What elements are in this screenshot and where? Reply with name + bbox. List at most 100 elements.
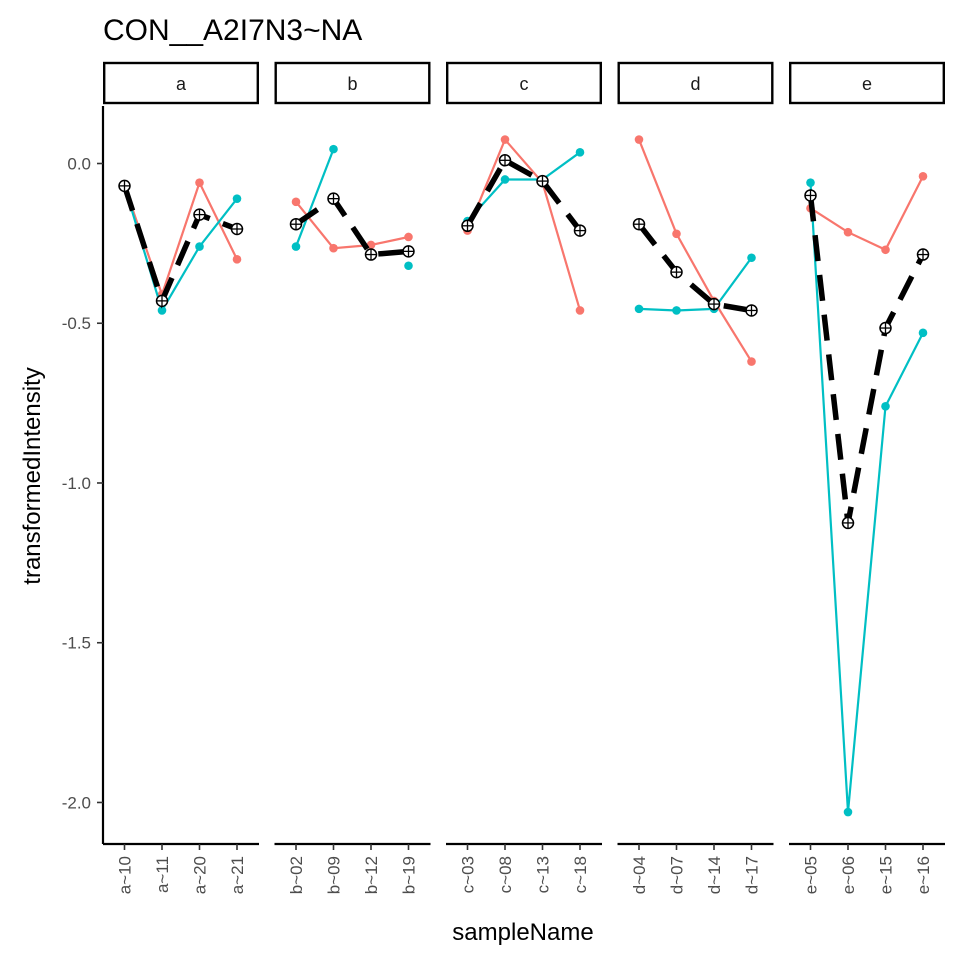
y-tick-label: -2.0 xyxy=(62,793,91,812)
mean-point xyxy=(364,248,378,261)
facet-strip xyxy=(789,61,946,105)
x-tick-label: e~06 xyxy=(839,856,858,894)
series-red-line xyxy=(295,201,409,250)
x-tick-label: e~15 xyxy=(877,856,896,894)
series-red-point xyxy=(843,227,853,237)
series-red-point xyxy=(232,255,242,264)
facet-strip-label: c xyxy=(520,74,529,94)
mean-point xyxy=(118,179,131,193)
y-axis-title: transformedIntensity xyxy=(19,367,46,584)
facet-panel-e: e e~05 e~06 e~15 e~16 xyxy=(789,61,946,894)
series-red-line xyxy=(466,137,582,311)
series-teal-point xyxy=(672,306,681,315)
mean-point xyxy=(707,297,721,311)
series-teal-line xyxy=(123,185,238,314)
facet-panel-c: c c~03 c~08 c~13 c~18 xyxy=(446,61,603,893)
y-axis: 0.0 -0.5 -1.0 -1.5 -2.0 xyxy=(62,106,105,844)
series-teal-point xyxy=(232,194,242,203)
mean-line xyxy=(636,222,752,314)
y-tick-label: -1.0 xyxy=(62,474,91,493)
x-tick-label: a~21 xyxy=(228,856,247,894)
x-tick-label: c~18 xyxy=(571,856,590,893)
series-teal-point xyxy=(404,261,413,271)
mean-point xyxy=(327,192,340,205)
mean-point xyxy=(536,174,549,188)
series-teal-line xyxy=(466,151,581,222)
x-tick-label: a~11 xyxy=(153,856,172,893)
chart-title: CON__A2I7N3~NA xyxy=(103,14,362,47)
y-tick-label: 0.0 xyxy=(67,155,91,174)
mean-point xyxy=(230,222,244,236)
series-teal-point xyxy=(195,242,204,251)
facet-strip-label: e xyxy=(862,74,872,94)
series-red-point xyxy=(918,171,928,181)
series-red-point xyxy=(195,178,204,187)
mean-point xyxy=(632,217,646,231)
series-red-line xyxy=(809,175,924,252)
series-teal-point xyxy=(843,807,853,817)
series-teal-point xyxy=(634,304,644,314)
series-teal-line xyxy=(809,182,924,813)
y-tick-label: -1.5 xyxy=(62,634,91,653)
series-teal-point xyxy=(918,328,928,338)
series-teal-line xyxy=(638,257,753,312)
x-tick-label: e~05 xyxy=(802,856,821,894)
x-tick-label: d~07 xyxy=(668,856,687,894)
x-tick-label: d~14 xyxy=(705,856,724,894)
series-teal-point xyxy=(329,144,338,154)
mean-line xyxy=(294,194,409,258)
x-axis-title: sampleName xyxy=(452,919,593,946)
facet-strip xyxy=(274,61,431,105)
facet-strip xyxy=(102,61,260,105)
mean-line xyxy=(465,156,583,233)
mean-point xyxy=(879,321,892,335)
facet-strip xyxy=(446,61,603,105)
mean-point xyxy=(498,154,512,167)
mean-line xyxy=(121,185,238,309)
series-teal-point xyxy=(881,402,890,411)
series-teal-point xyxy=(291,242,301,251)
facet-panel-b: b b~02 b~09 b~12 b~19 xyxy=(274,61,431,894)
x-tick-label: b~19 xyxy=(400,856,419,894)
series-teal-point xyxy=(747,253,756,263)
x-tick-label: c~13 xyxy=(534,856,553,893)
facet-panel-a: a a~10 a~11 a~20 a~21 xyxy=(102,61,260,894)
y-tick-label: -0.5 xyxy=(62,314,91,333)
mean-point xyxy=(841,516,855,530)
mean-point xyxy=(745,304,758,317)
mean-line xyxy=(807,195,926,524)
mean-point xyxy=(916,248,930,261)
series-teal-point xyxy=(157,306,167,315)
x-tick-label: b~09 xyxy=(325,856,344,894)
series-teal-point xyxy=(806,178,815,187)
series-red-point xyxy=(881,245,890,255)
mean-point xyxy=(461,219,474,233)
series-red-point xyxy=(634,135,644,144)
series-red-point xyxy=(747,357,756,366)
series-teal-point xyxy=(500,175,510,184)
x-tick-label: e~16 xyxy=(914,856,933,894)
x-tick-label: b~12 xyxy=(362,856,381,894)
series-teal-point xyxy=(575,148,585,157)
mean-point xyxy=(155,294,169,308)
facet-strip-label: d xyxy=(690,74,700,94)
x-tick-label: d~04 xyxy=(630,856,649,894)
mean-point xyxy=(804,189,817,202)
series-red-point xyxy=(500,135,510,144)
series-teal-line xyxy=(294,148,335,247)
x-tick-label: c~03 xyxy=(459,856,478,893)
series-red-point xyxy=(672,229,681,239)
mean-point xyxy=(193,208,206,221)
facet-strip-label: a xyxy=(176,74,187,94)
series-red-line xyxy=(637,139,753,363)
mean-point xyxy=(289,217,303,231)
series-red-point xyxy=(575,306,585,315)
x-tick-label: b~02 xyxy=(287,856,306,894)
mean-point xyxy=(573,224,587,237)
mean-point xyxy=(402,245,415,258)
facet-strip xyxy=(617,61,774,105)
series-red-point xyxy=(291,197,301,207)
series-red-point xyxy=(329,243,338,253)
